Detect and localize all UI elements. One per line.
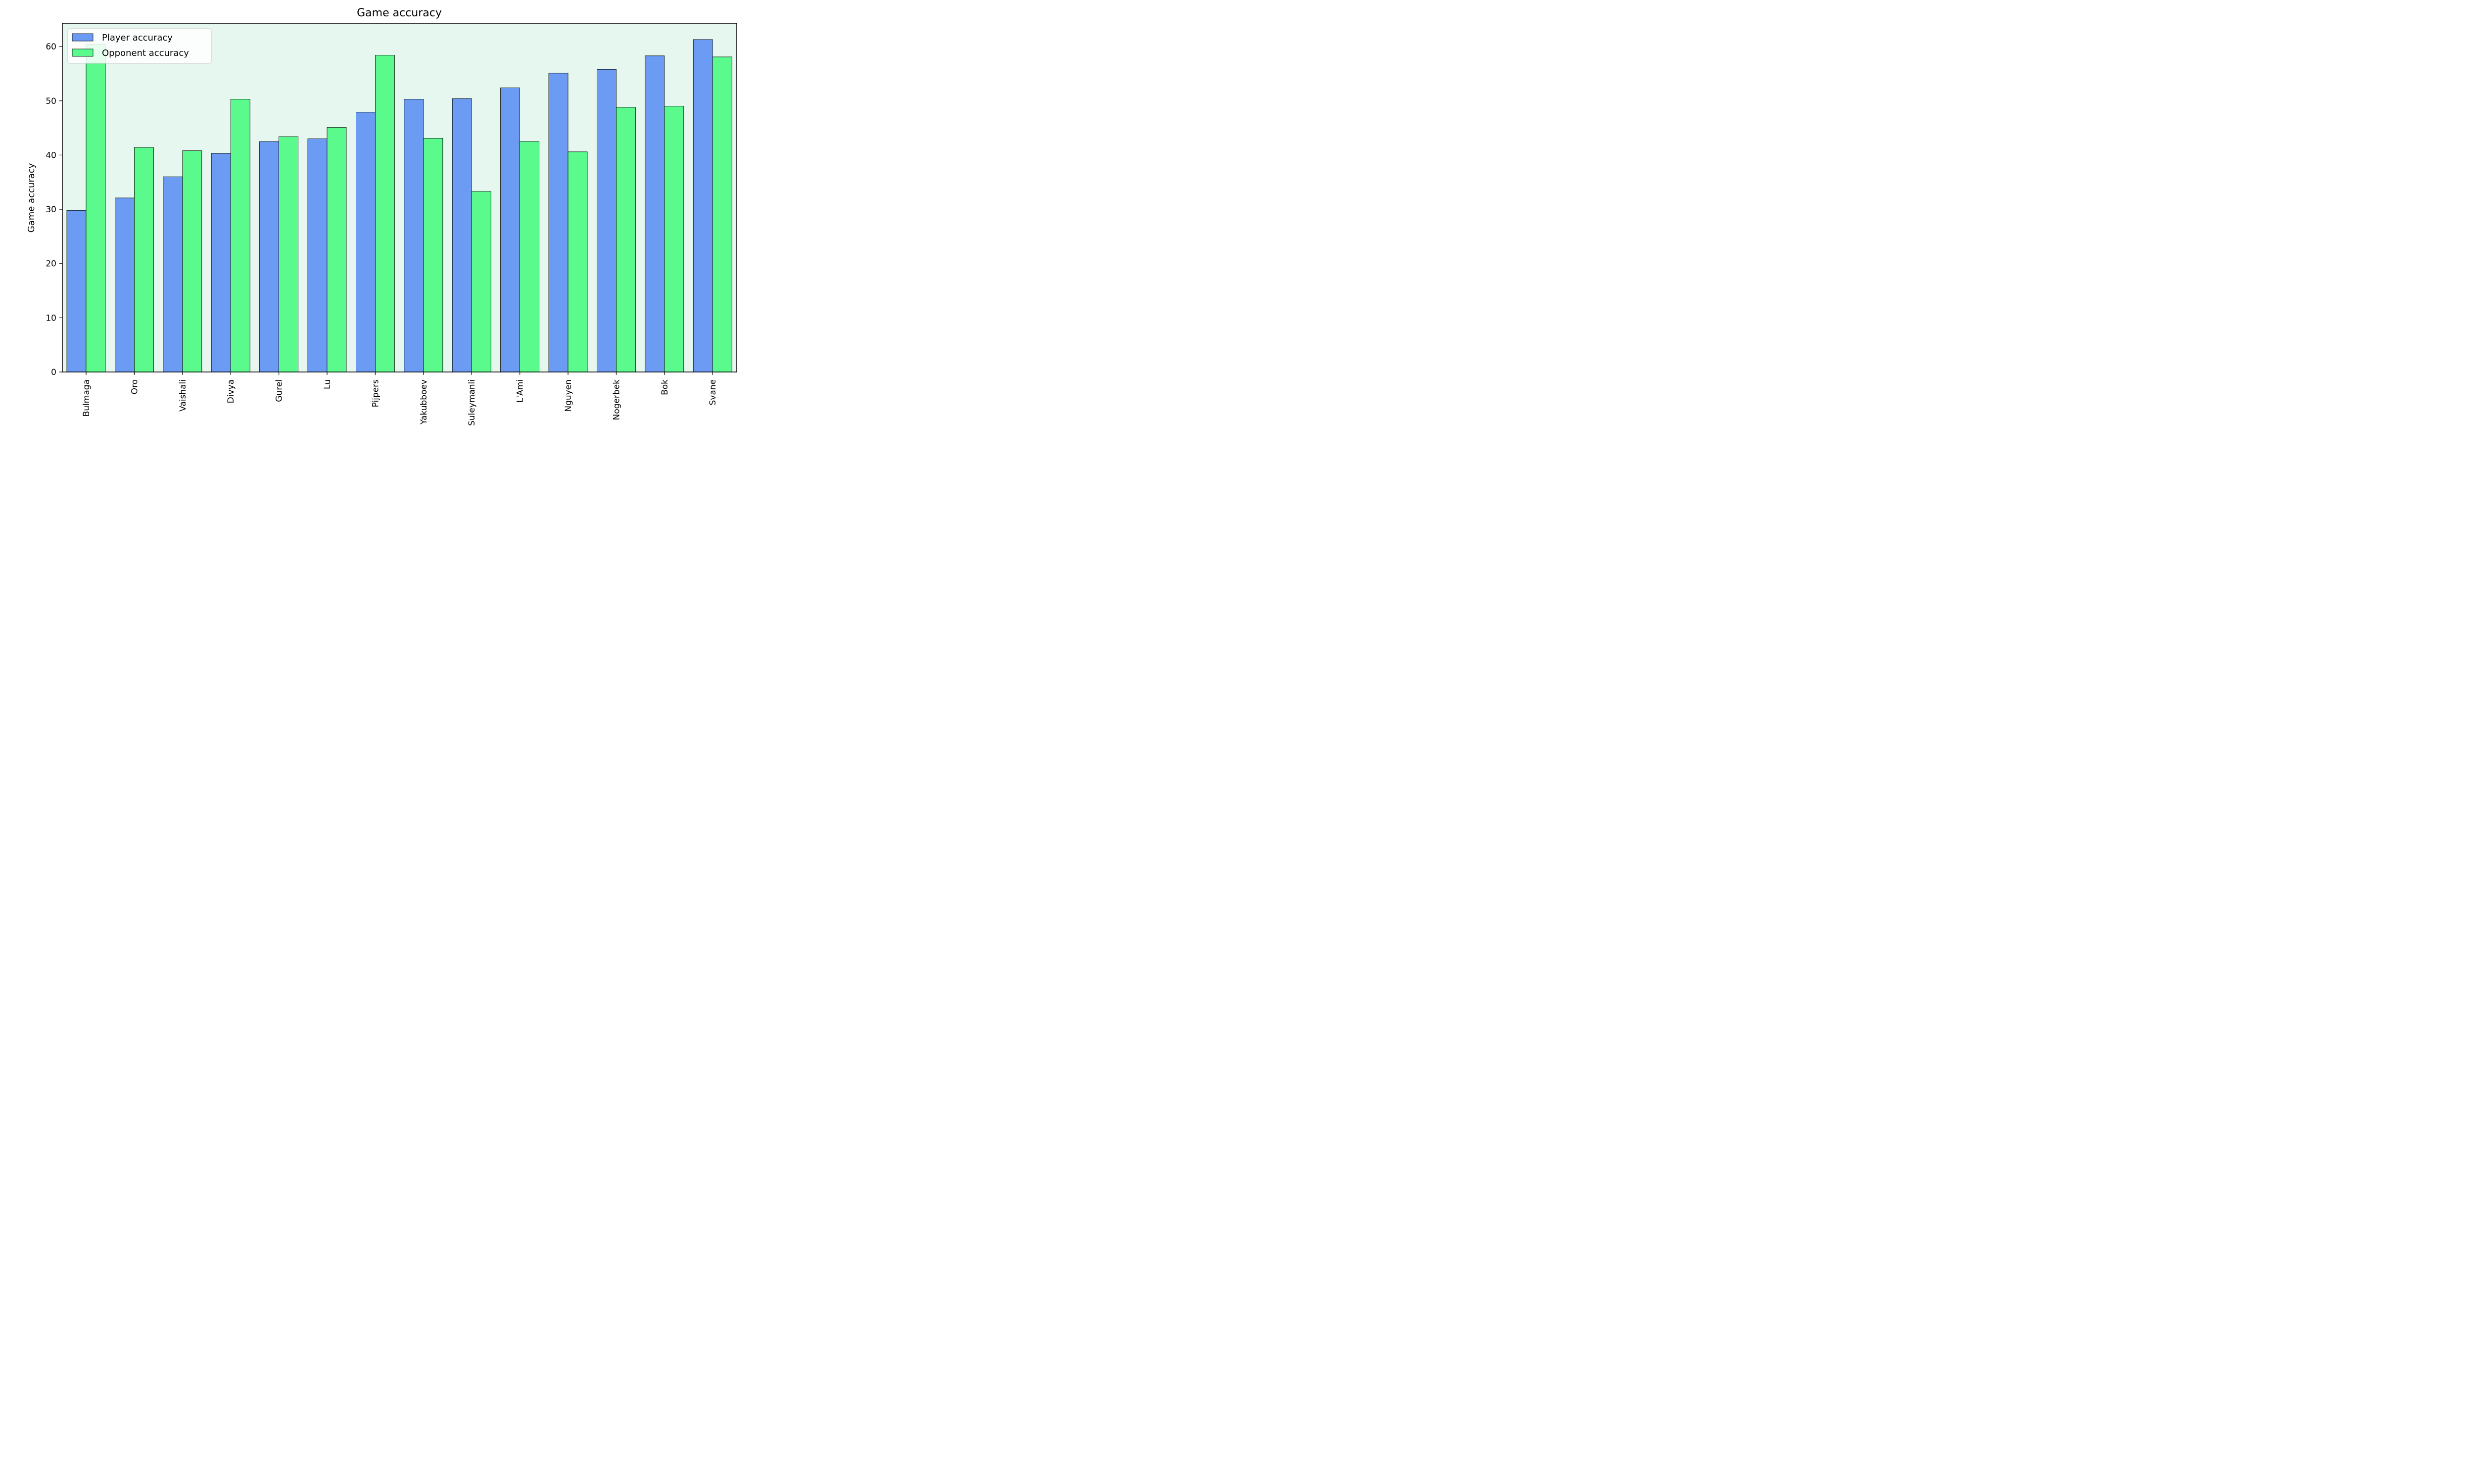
x-tick-label: Vaishali — [178, 379, 188, 412]
x-tick-label: Oro — [130, 379, 140, 394]
bar-player-3 — [211, 153, 231, 372]
x-tick-label: Nguyen — [564, 379, 573, 412]
bar-opponent-8 — [471, 191, 491, 372]
bar-player-6 — [356, 112, 376, 372]
y-tick-label: 10 — [46, 313, 56, 323]
x-tick-label: Suleymanli — [467, 379, 477, 426]
bar-player-8 — [452, 98, 472, 372]
y-tick-label: 50 — [46, 96, 56, 106]
x-tick-label: Nogerbek — [612, 379, 621, 420]
x-tick-label: Gurel — [275, 379, 285, 402]
legend-label-player: Player accuracy — [102, 33, 173, 43]
y-axis-label: Game accuracy — [26, 163, 37, 232]
legend-swatch-player — [72, 33, 94, 42]
bar-player-2 — [163, 176, 183, 372]
x-axis: Bulmaga Oro Vaishali Divya Gurel Lu Pijpers Yak… — [82, 372, 718, 426]
x-tick-label: Lu — [323, 379, 333, 389]
y-tick-label: 20 — [46, 259, 56, 269]
x-tick-label: Svane — [708, 379, 718, 406]
bars-group — [66, 39, 732, 372]
bar-opponent-11 — [616, 107, 636, 372]
bar-opponent-3 — [230, 99, 250, 372]
x-tick-label: Bok — [660, 379, 670, 395]
bar-opponent-5 — [327, 127, 347, 372]
y-axis: 0 10 20 30 40 50 60 — [46, 42, 62, 377]
legend: Player accuracy Opponent accuracy — [67, 28, 212, 64]
x-tick-label: Bulmaga — [82, 379, 92, 417]
legend-swatch-opponent — [72, 48, 94, 57]
bar-player-7 — [404, 99, 424, 372]
bar-opponent-1 — [134, 147, 154, 372]
legend-box — [67, 28, 212, 64]
bar-player-0 — [66, 210, 87, 372]
bar-opponent-0 — [86, 44, 106, 372]
bar-player-1 — [114, 197, 135, 372]
bar-player-5 — [307, 139, 328, 372]
chart-title: Game accuracy — [357, 7, 442, 19]
bar-opponent-4 — [279, 136, 298, 372]
bar-player-12 — [645, 55, 665, 372]
bar-opponent-13 — [712, 56, 732, 372]
y-tick-label: 0 — [51, 368, 56, 377]
bar-opponent-10 — [568, 151, 588, 372]
legend-label-opponent: Opponent accuracy — [102, 48, 189, 58]
bar-chart: Game accuracy 0 10 20 30 40 50 60 Bulmaga Oro Va… — [26, 7, 737, 426]
y-tick-label: 40 — [46, 150, 56, 160]
x-tick-label: L'Ami — [516, 379, 525, 403]
bar-opponent-9 — [520, 141, 539, 372]
y-tick-label: 30 — [46, 205, 56, 215]
bar-opponent-2 — [182, 150, 202, 372]
bar-opponent-6 — [375, 55, 395, 372]
bar-player-9 — [500, 88, 520, 372]
bar-opponent-7 — [423, 138, 443, 372]
bar-opponent-12 — [664, 106, 684, 372]
bar-player-4 — [259, 141, 279, 372]
x-tick-label: Pijpers — [371, 379, 381, 408]
bar-player-13 — [693, 39, 713, 372]
bar-player-10 — [548, 73, 569, 372]
plot-frame — [62, 23, 737, 372]
bar-player-11 — [597, 69, 617, 372]
x-tick-label: Divya — [226, 379, 236, 403]
y-tick-label: 60 — [46, 42, 56, 52]
x-tick-label: Yakubboev — [419, 379, 429, 425]
